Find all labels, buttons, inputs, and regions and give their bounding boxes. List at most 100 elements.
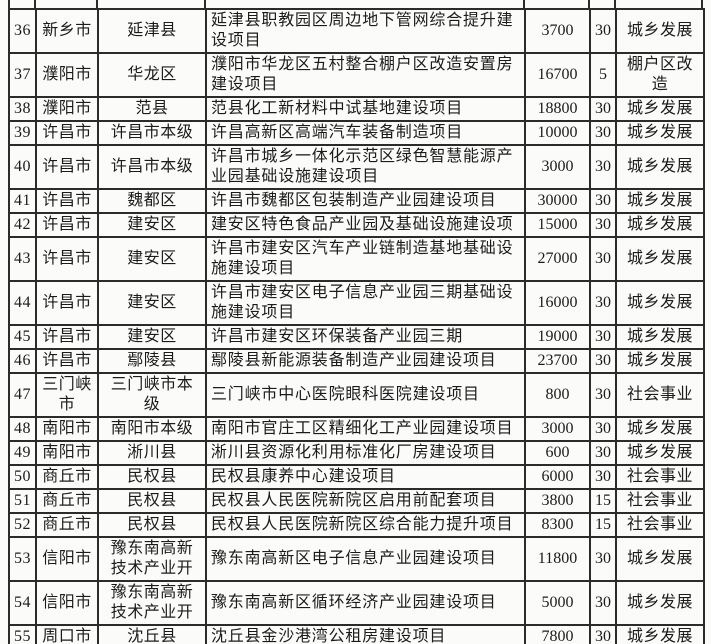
table-row: 46 许昌市 鄢陵县 鄢陵县新能源装备制造产业园建设项目 23700 30 城乡发展 bbox=[8, 348, 705, 374]
project-name-cell: 豫东南高新区电子信息产业园建设项目 bbox=[205, 536, 526, 582]
term-cell: 30 bbox=[589, 96, 617, 122]
city-cell: 许昌市 bbox=[35, 324, 99, 350]
category-cell: 城乡发展 bbox=[615, 8, 705, 54]
county-cell: 建安区 bbox=[97, 212, 207, 238]
amount-cell: 6000 bbox=[524, 464, 591, 490]
row-number-cell: 46 bbox=[8, 348, 37, 374]
row-number-cell: 54 bbox=[8, 580, 37, 626]
amount-cell: 600 bbox=[524, 440, 591, 466]
category-cell: 城乡发展 bbox=[615, 236, 705, 282]
row-number-cell: 52 bbox=[8, 512, 37, 538]
category-cell: 城乡发展 bbox=[615, 144, 705, 190]
category-cell: 城乡发展 bbox=[615, 580, 705, 626]
category-cell: 城乡发展 bbox=[615, 120, 705, 146]
amount-cell: 23700 bbox=[524, 348, 591, 374]
city-cell: 许昌市 bbox=[35, 348, 99, 374]
term-cell: 30 bbox=[589, 372, 617, 418]
county-cell: 许昌市本级 bbox=[97, 120, 207, 146]
category-cell: 城乡发展 bbox=[615, 212, 705, 238]
county-cell: 华龙区 bbox=[97, 52, 207, 98]
county-cell: 建安区 bbox=[97, 280, 207, 326]
table-row: 52 商丘市 民权县 民权县人民医院新院区综合能力提升项目 8300 15 社会事业 bbox=[8, 512, 705, 538]
table-row: 48 南阳市 南阳市本级 南阳市官庄工区精细化工产业园建设项目 3000 30 城乡发展 bbox=[8, 416, 705, 442]
project-name-cell: 建安区特色食品产业园及基础设施建设项 bbox=[205, 212, 526, 238]
projects-table: 36 新乡市 延津县 延津县职教园区周边地下管网综合提升建设项目 3700 30 城乡发展 3… bbox=[8, 8, 705, 644]
city-cell: 商丘市 bbox=[35, 488, 99, 514]
city-cell: 信阳市 bbox=[35, 580, 99, 626]
row-number-cell: 38 bbox=[8, 96, 37, 122]
row-number-cell: 53 bbox=[8, 536, 37, 582]
project-name-cell: 鄢陵县新能源装备制造产业园建设项目 bbox=[205, 348, 526, 374]
row-number-cell: 43 bbox=[8, 236, 37, 282]
amount-cell: 5000 bbox=[524, 580, 591, 626]
term-cell: 30 bbox=[589, 580, 617, 626]
table-row: 50 商丘市 民权县 民权县康养中心建设项目 6000 30 社会事业 bbox=[8, 464, 705, 490]
table-row: 54 信阳市 豫东南高新技术产业开 豫东南高新区循环经济产业园建设项目 5000 30 城乡… bbox=[8, 580, 705, 626]
city-cell: 周口市 bbox=[35, 624, 99, 644]
category-cell: 棚户区改造 bbox=[615, 52, 705, 98]
projects-table-body: 36 新乡市 延津县 延津县职教园区周边地下管网综合提升建设项目 3700 30 城乡发展 3… bbox=[8, 8, 705, 644]
category-cell: 城乡发展 bbox=[615, 440, 705, 466]
county-cell: 民权县 bbox=[97, 512, 207, 538]
table-row: 47 三门峡市 三门峡市本级 三门峡市中心医院眼科医院建设项目 800 30 社会事业 bbox=[8, 372, 705, 418]
row-number-cell: 36 bbox=[8, 8, 37, 54]
category-cell: 社会事业 bbox=[615, 464, 705, 490]
row-number-cell: 40 bbox=[8, 144, 37, 190]
term-cell: 30 bbox=[589, 212, 617, 238]
city-cell: 商丘市 bbox=[35, 512, 99, 538]
amount-cell: 3000 bbox=[524, 144, 591, 190]
city-cell: 信阳市 bbox=[35, 536, 99, 582]
row-number-cell: 47 bbox=[8, 372, 37, 418]
amount-cell: 30000 bbox=[524, 188, 591, 214]
category-cell: 城乡发展 bbox=[615, 280, 705, 326]
amount-cell: 19000 bbox=[524, 324, 591, 350]
city-cell: 新乡市 bbox=[35, 8, 99, 54]
term-cell: 30 bbox=[589, 464, 617, 490]
project-name-cell: 民权县康养中心建设项目 bbox=[205, 464, 526, 490]
project-name-cell: 沈丘县金沙港湾公租房建设项目 bbox=[205, 624, 526, 644]
row-number-cell: 49 bbox=[8, 440, 37, 466]
county-cell: 三门峡市本级 bbox=[97, 372, 207, 418]
city-cell: 许昌市 bbox=[35, 144, 99, 190]
county-cell: 鄢陵县 bbox=[97, 348, 207, 374]
row-number-cell: 37 bbox=[8, 52, 37, 98]
amount-cell: 18800 bbox=[524, 96, 591, 122]
table-row: 42 许昌市 建安区 建安区特色食品产业园及基础设施建设项 15000 30 城乡发展 bbox=[8, 212, 705, 238]
category-cell: 城乡发展 bbox=[615, 624, 705, 644]
amount-cell: 800 bbox=[524, 372, 591, 418]
category-cell: 城乡发展 bbox=[615, 188, 705, 214]
table-row: 41 许昌市 魏都区 许昌市魏都区包装制造产业园建设项目 30000 30 城乡发展 bbox=[8, 188, 705, 214]
county-cell: 魏都区 bbox=[97, 188, 207, 214]
row-number-cell: 39 bbox=[8, 120, 37, 146]
city-cell: 许昌市 bbox=[35, 120, 99, 146]
term-cell: 30 bbox=[589, 120, 617, 146]
city-cell: 濮阳市 bbox=[35, 52, 99, 98]
project-name-cell: 许昌市魏都区包装制造产业园建设项目 bbox=[205, 188, 526, 214]
table-row: 51 商丘市 民权县 民权县人民医院新院区启用前配套项目 3800 15 社会事业 bbox=[8, 488, 705, 514]
city-cell: 濮阳市 bbox=[35, 96, 99, 122]
project-name-cell: 南阳市官庄工区精细化工产业园建设项目 bbox=[205, 416, 526, 442]
table-row: 40 许昌市 许昌市本级 许昌市城乡一体化示范区绿色智慧能源产业园基础设施建设项目 30… bbox=[8, 144, 705, 190]
county-cell: 豫东南高新技术产业开 bbox=[97, 536, 207, 582]
row-number-cell: 55 bbox=[8, 624, 37, 644]
project-name-cell: 民权县人民医院新院区启用前配套项目 bbox=[205, 488, 526, 514]
row-number-cell: 41 bbox=[8, 188, 37, 214]
amount-cell: 16700 bbox=[524, 52, 591, 98]
project-name-cell: 许昌高新区高端汽车装备制造项目 bbox=[205, 120, 526, 146]
category-cell: 社会事业 bbox=[615, 488, 705, 514]
term-cell: 30 bbox=[589, 348, 617, 374]
term-cell: 30 bbox=[589, 144, 617, 190]
term-cell: 30 bbox=[589, 536, 617, 582]
category-cell: 城乡发展 bbox=[615, 96, 705, 122]
county-cell: 南阳市本级 bbox=[97, 416, 207, 442]
category-cell: 城乡发展 bbox=[615, 416, 705, 442]
amount-cell: 3800 bbox=[524, 488, 591, 514]
amount-cell: 27000 bbox=[524, 236, 591, 282]
county-cell: 豫东南高新技术产业开 bbox=[97, 580, 207, 626]
term-cell: 30 bbox=[589, 236, 617, 282]
category-cell: 城乡发展 bbox=[615, 348, 705, 374]
term-cell: 30 bbox=[589, 280, 617, 326]
city-cell: 许昌市 bbox=[35, 236, 99, 282]
table-row: 53 信阳市 豫东南高新技术产业开 豫东南高新区电子信息产业园建设项目 11800 30 城… bbox=[8, 536, 705, 582]
